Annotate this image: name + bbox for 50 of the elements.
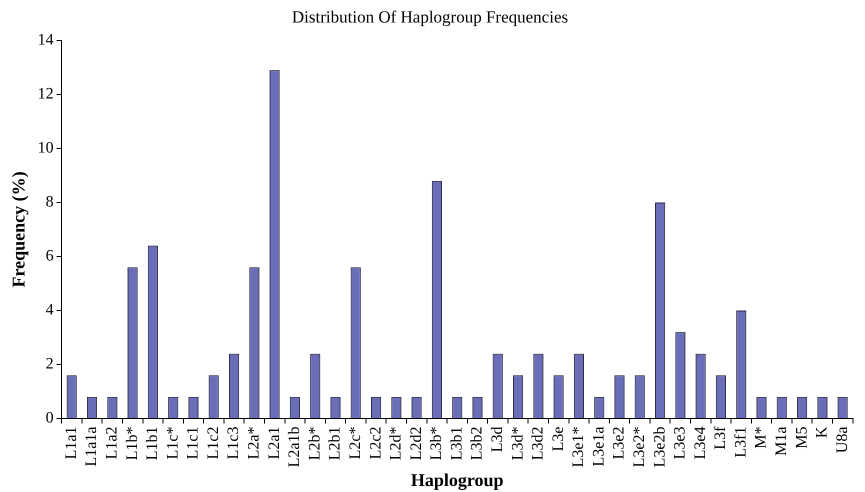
x-tick-label: L2d2 [408,426,425,460]
x-axis-title: Haplogroup [410,470,504,490]
x-tick-label: L3f [712,426,730,450]
x-tick-label: L3d [488,426,506,452]
x-tick-label: M* [752,426,770,449]
x-tick-label: L2b1 [326,426,344,460]
x-tick-label: L2d* [388,426,405,460]
y-axis-title: Frequency (%) [8,171,28,288]
x-tick-label: L2a1b [286,426,304,468]
x-tick-label: M1a [773,426,790,456]
x-tick-label: U8a [834,426,851,454]
x-tick-label: L3e2b [651,426,668,468]
x-tick-label: L3b* [428,426,446,460]
y-tick-label: 10 [38,140,54,157]
x-tick-label: L3e2 [610,426,628,460]
x-tick-label: L2b* [306,426,324,460]
x-tick-label: L3e3 [672,426,689,460]
x-tick-label: L3e4 [692,426,709,460]
x-tick-label: M5 [793,426,810,449]
x-tick-label: L3e [550,426,567,452]
y-tick-label: 8 [46,194,54,211]
x-tick-label: L1b1 [144,426,162,460]
chart-title: Distribution Of Haplogroup Frequencies [292,8,568,27]
x-tick-label: L3b1 [448,426,466,460]
x-tick-label: L3b2 [468,426,486,460]
y-tick-label: 2 [46,356,54,373]
y-tick-label: 12 [38,86,54,103]
x-tick-label: L3f1 [732,426,750,458]
x-tick-label: L3e1a [590,426,608,467]
x-tick-label: L1a2 [104,426,121,460]
y-tick-label: 4 [46,302,54,319]
x-tick-label: L1c2 [204,426,222,460]
x-tick-label: L1a1a [83,426,100,467]
x-tick-label: L1c* [164,426,182,460]
x-tick-label: L2a* [246,426,263,460]
x-tick-label: L1b* [124,426,141,460]
x-tick-label: L2c* [346,426,364,460]
x-tick-label: L3d2 [530,426,547,460]
y-tick-label: 14 [38,32,54,49]
x-tick-label: L1a1 [62,426,80,460]
x-tick-label: L3e2* [631,426,648,468]
x-tick-label: L2c2 [367,426,384,460]
x-tick-label: K [814,426,831,438]
y-tick-label: 6 [46,248,54,265]
x-tick-label: L1c3 [225,426,242,460]
x-tick-label: L3d* [509,426,526,460]
x-tick-label: L3e1* [570,426,588,468]
y-tick-label: 0 [46,410,54,427]
x-tick-label: L1c1 [184,426,202,460]
x-tick-label: L2a1 [266,426,283,460]
